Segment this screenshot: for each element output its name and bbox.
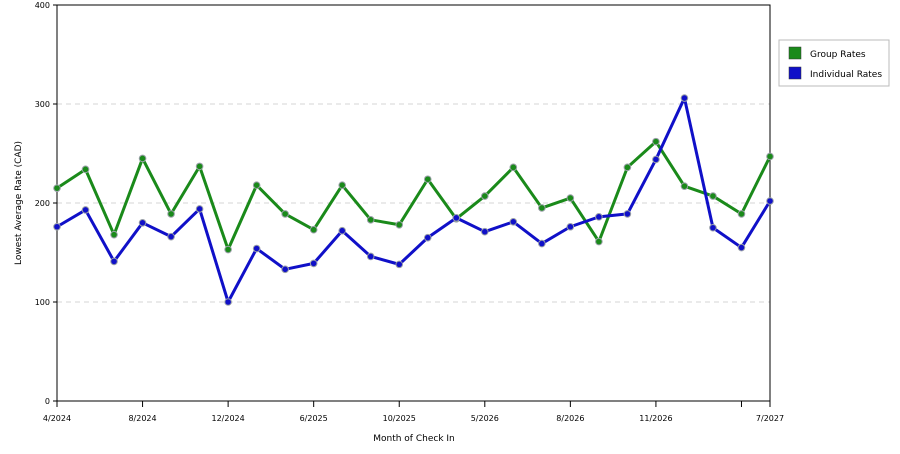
series-group-rates <box>53 137 774 254</box>
data-point-group-rates <box>595 237 603 246</box>
grid-layer <box>57 103 770 303</box>
data-point-individual-rates <box>481 227 489 236</box>
x-tick-label: 4/2024 <box>43 414 71 423</box>
data-point-group-rates <box>53 184 61 192</box>
x-tick-label: 7/2027 <box>756 414 784 423</box>
x-tick-label: 12/2024 <box>212 414 245 423</box>
data-point-individual-rates <box>423 233 432 242</box>
data-point-group-rates <box>195 162 204 171</box>
legend-swatch-individual-rates <box>788 66 802 80</box>
y-tick-label: 100 <box>35 298 50 307</box>
data-point-individual-rates <box>167 232 175 241</box>
data-point-group-rates <box>167 210 175 218</box>
data-point-individual-rates <box>452 214 461 222</box>
data-point-group-rates <box>680 182 689 190</box>
data-point-group-rates <box>423 175 432 184</box>
y-tick-label: 0 <box>45 397 50 406</box>
data-point-individual-rates <box>281 265 289 274</box>
data-point-group-rates <box>766 152 774 161</box>
x-tick-label: 8/2024 <box>128 414 156 423</box>
series-line-individual-rates <box>56 96 772 304</box>
data-point-group-rates <box>737 210 746 218</box>
data-point-group-rates <box>366 216 375 224</box>
x-tick-label: 10/2025 <box>383 414 416 423</box>
x-tick-label: 6/2025 <box>300 414 328 423</box>
data-point-individual-rates <box>652 155 660 164</box>
legend-label-group-rates: Group Rates <box>810 50 866 60</box>
legend-label-individual-rates: Individual Rates <box>810 70 882 80</box>
data-point-individual-rates <box>766 197 774 205</box>
data-point-group-rates <box>338 181 347 189</box>
data-point-group-rates <box>281 210 289 218</box>
data-point-individual-rates <box>709 223 717 232</box>
y-tick-label: 400 <box>35 1 50 10</box>
data-point-group-rates <box>224 245 232 254</box>
legend-swatch-group-rates <box>788 46 802 60</box>
legend: Group Rates Individual Rates <box>778 39 890 87</box>
data-point-individual-rates <box>252 244 261 253</box>
data-point-individual-rates <box>338 226 347 235</box>
data-point-individual-rates <box>623 210 632 218</box>
data-point-individual-rates <box>81 206 90 214</box>
data-point-individual-rates <box>110 257 118 266</box>
data-point-group-rates <box>110 230 118 239</box>
data-point-group-rates <box>81 165 90 174</box>
y-tick-label: 300 <box>35 100 50 109</box>
data-point-group-rates <box>481 192 489 200</box>
data-point-individual-rates <box>195 205 204 213</box>
data-point-group-rates <box>252 181 261 189</box>
y-tick-label: 200 <box>35 199 50 208</box>
data-point-individual-rates <box>595 213 603 221</box>
data-point-individual-rates <box>138 219 147 227</box>
series-line-group-rates <box>56 140 772 252</box>
data-point-individual-rates <box>224 298 232 306</box>
x-axis: 4/2024 8/2024 12/2024 6/2025 10/2025 5/2026 8/… <box>43 401 784 423</box>
x-tick-label: 8/2026 <box>556 414 584 423</box>
x-tick-label: 11/2026 <box>639 414 672 423</box>
data-point-group-rates <box>138 154 147 163</box>
data-point-individual-rates <box>680 94 689 102</box>
data-point-group-rates <box>652 137 660 146</box>
data-point-individual-rates <box>509 218 518 226</box>
data-point-individual-rates <box>309 259 318 268</box>
x-tick-label: 5/2026 <box>471 414 499 423</box>
data-point-group-rates <box>395 220 404 229</box>
data-point-group-rates <box>566 194 575 202</box>
y-axis: 0 100 200 300 400 <box>35 1 57 406</box>
data-point-individual-rates <box>538 239 546 248</box>
data-point-group-rates <box>623 163 632 172</box>
x-axis-title: Month of Check In <box>373 434 455 444</box>
data-point-group-rates <box>309 225 318 234</box>
series-individual-rates <box>53 94 774 306</box>
data-point-individual-rates <box>395 260 404 269</box>
data-point-group-rates <box>538 204 546 212</box>
data-point-individual-rates <box>53 222 61 231</box>
data-point-group-rates <box>509 163 518 172</box>
data-point-group-rates <box>709 192 717 200</box>
data-point-individual-rates <box>366 252 375 261</box>
data-point-individual-rates <box>566 222 575 231</box>
y-axis-title: Lowest Average Rate (CAD) <box>14 141 24 265</box>
data-point-individual-rates <box>737 243 746 252</box>
series-layer <box>53 94 774 306</box>
